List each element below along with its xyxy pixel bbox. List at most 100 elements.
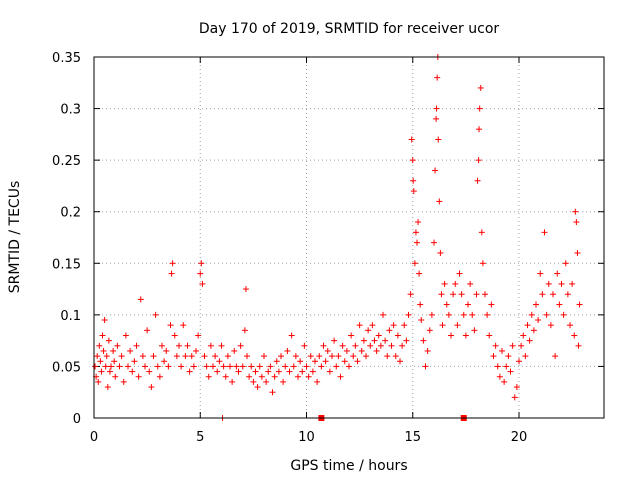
- data-point: [576, 301, 583, 308]
- data-point: [574, 249, 581, 256]
- data-point: [188, 353, 195, 360]
- data-point: [246, 373, 253, 380]
- y-tick-label: 0.1: [60, 309, 81, 324]
- data-point: [216, 358, 223, 365]
- data-point: [178, 363, 185, 370]
- data-point: [375, 332, 382, 339]
- data-point: [434, 74, 441, 81]
- data-point: [331, 337, 338, 344]
- data-point: [358, 347, 365, 354]
- data-point: [312, 358, 318, 365]
- data-point: [110, 347, 117, 354]
- x-tick-label: 0: [90, 430, 98, 445]
- data-point: [271, 373, 278, 380]
- data-point: [399, 342, 406, 349]
- data-point: [484, 311, 491, 318]
- data-point: [108, 363, 114, 370]
- data-point: [346, 363, 352, 370]
- data-point: [99, 332, 106, 339]
- data-point: [524, 322, 531, 329]
- data-point: [443, 301, 450, 308]
- data-point: [299, 368, 306, 375]
- data-point: [233, 363, 240, 370]
- data-point: [560, 311, 567, 318]
- data-point: [543, 311, 550, 318]
- data-point: [518, 342, 525, 349]
- data-point: [435, 136, 442, 143]
- data-point: [490, 353, 497, 360]
- data-point: [250, 378, 257, 385]
- data-point: [103, 353, 110, 360]
- data-point: [564, 291, 571, 298]
- data-point: [572, 208, 579, 215]
- data-point: [547, 322, 554, 329]
- data-point: [501, 378, 508, 385]
- data-point: [133, 342, 140, 349]
- data-point: [111, 358, 118, 365]
- data-point: [367, 342, 374, 349]
- data-point: [161, 358, 168, 365]
- data-point: [516, 358, 522, 365]
- data-point: [494, 363, 501, 370]
- data-point: [465, 301, 471, 308]
- data-point: [278, 353, 284, 360]
- data-point: [224, 353, 231, 360]
- data-point: [139, 353, 146, 360]
- data-point: [261, 353, 267, 360]
- data-point: [288, 332, 295, 339]
- data-point: [503, 363, 510, 370]
- data-point: [320, 342, 327, 349]
- data-point: [292, 353, 299, 360]
- data-point: [159, 342, 165, 349]
- data-point: [462, 332, 469, 339]
- data-point: [176, 342, 182, 349]
- data-point: [169, 260, 176, 267]
- data-point: [118, 353, 125, 360]
- data-point: [556, 301, 563, 308]
- data-point: [256, 363, 263, 370]
- data-point: [482, 291, 488, 298]
- data-point: [441, 280, 448, 287]
- y-tick-label: 0: [73, 412, 81, 427]
- data-point: [95, 378, 102, 385]
- data-point: [125, 363, 131, 370]
- data-point: [314, 378, 321, 385]
- data-point: [284, 347, 291, 354]
- data-point: [373, 347, 380, 354]
- data-point: [127, 347, 134, 354]
- data-point: [390, 322, 397, 329]
- data-point: [137, 296, 144, 303]
- data-point: [448, 332, 454, 339]
- data-point: [432, 167, 439, 174]
- data-point: [329, 353, 335, 360]
- data-point: [410, 188, 417, 195]
- data-point: [335, 353, 342, 360]
- data-point: [552, 353, 559, 360]
- data-point: [533, 301, 539, 308]
- data-point: [405, 311, 412, 318]
- data-point: [454, 322, 461, 329]
- data-point: [414, 239, 420, 246]
- data-point: [407, 291, 414, 298]
- data-point: [242, 286, 249, 293]
- data-point: [248, 363, 255, 370]
- data-point: [122, 332, 129, 339]
- data-point: [305, 373, 312, 380]
- data-point: [94, 353, 101, 360]
- data-point: [408, 136, 415, 143]
- y-tick-label: 0.15: [52, 257, 81, 272]
- data-point: [520, 332, 527, 339]
- x-tick-label: 15: [404, 430, 421, 445]
- data-point: [528, 311, 535, 318]
- x-tick-label: 5: [196, 430, 204, 445]
- data-point: [352, 342, 359, 349]
- data-point: [348, 332, 355, 339]
- data-point: [571, 332, 578, 339]
- data-point: [431, 239, 437, 246]
- data-point: [241, 327, 248, 334]
- data-point: [438, 291, 445, 298]
- data-point: [229, 378, 236, 385]
- data-points: [92, 54, 583, 421]
- data-point: [98, 368, 105, 375]
- data-point: [474, 177, 481, 184]
